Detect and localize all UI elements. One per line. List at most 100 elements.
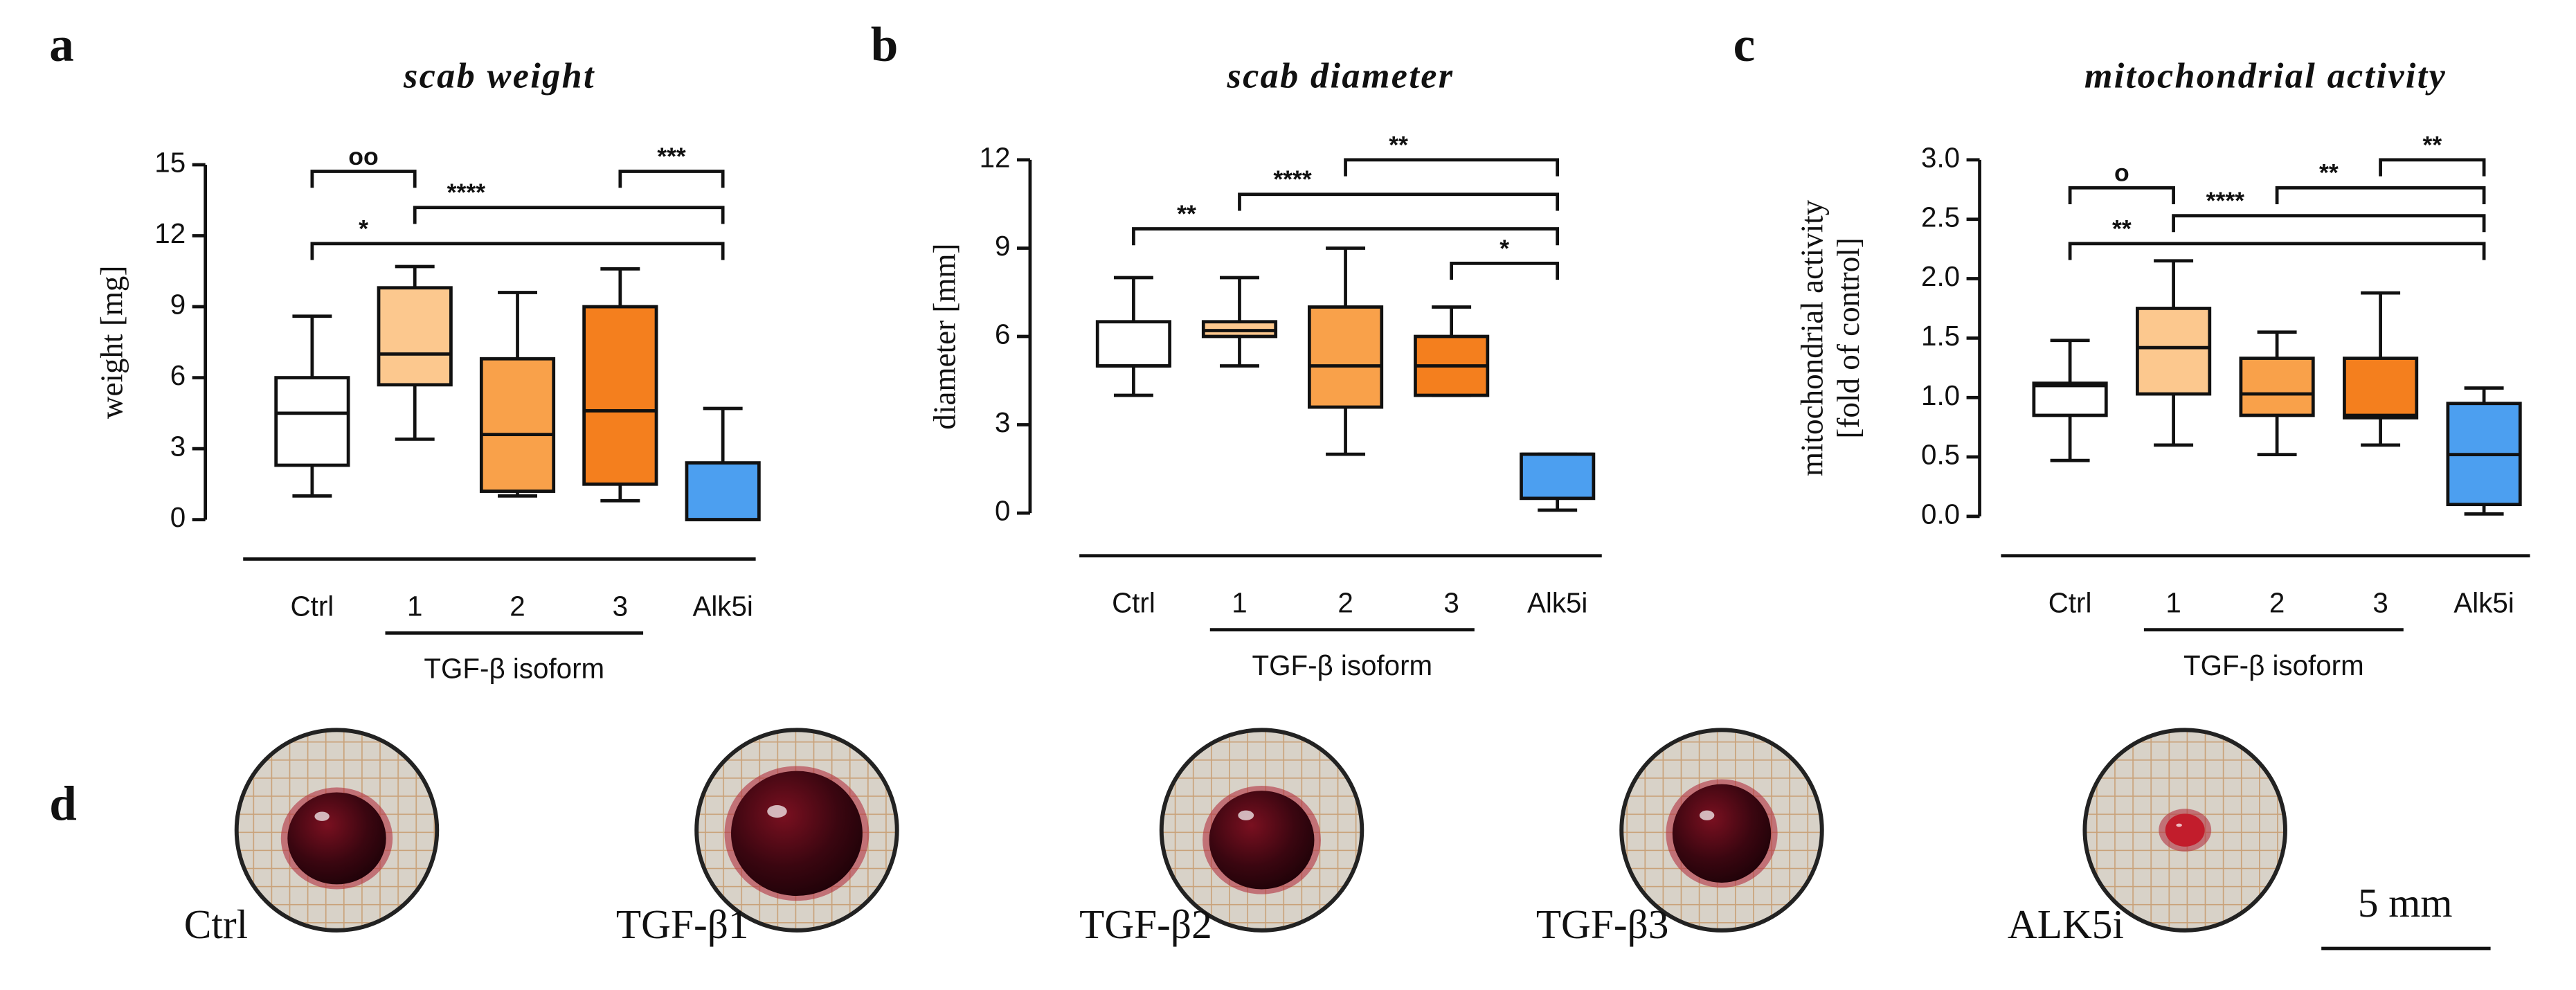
significance-bracket	[618, 170, 725, 188]
box	[2032, 381, 2108, 417]
scab-highlight	[1699, 810, 1715, 820]
scale-bar-label: 5 mm	[2358, 880, 2453, 926]
x-tick-label: Alk5i	[1527, 587, 1587, 619]
significance-bracket	[1450, 262, 1560, 280]
chart-title: mitochondrial activity	[2084, 56, 2447, 96]
x-tick-label: 3	[1443, 587, 1459, 619]
significance-bracket	[2275, 186, 2486, 204]
significance-label: ****	[1273, 165, 1312, 193]
box	[685, 461, 761, 521]
box	[2343, 357, 2419, 420]
significance-bracket	[2172, 214, 2486, 233]
significance-label: ***	[657, 143, 686, 170]
y-axis-label: [fold of control]	[1831, 237, 1866, 438]
significance-label: **	[1177, 200, 1196, 228]
y-axis-label: mitochondrial activity	[1795, 199, 1830, 476]
box	[2239, 357, 2315, 417]
x-tick-label: 2	[2269, 587, 2285, 619]
group-label: TGF-β isoform	[1252, 649, 1432, 681]
x-tick-label: Alk5i	[692, 590, 753, 622]
box	[274, 376, 350, 467]
box	[1307, 305, 1384, 409]
panel-label: d	[49, 777, 77, 831]
y-tick-label: 6	[170, 359, 186, 391]
scab	[1209, 791, 1315, 890]
significance-label: *	[1499, 235, 1509, 262]
box	[1095, 320, 1172, 368]
photo-label: ALK5i	[2008, 901, 2124, 947]
x-tick-label: 1	[2165, 587, 2181, 619]
group-label: TGF-β isoform	[2183, 649, 2364, 681]
panel-label: a	[49, 18, 74, 72]
significance-bracket	[1132, 227, 1560, 246]
significance-label: *	[359, 215, 368, 242]
x-tick-label: Alk5i	[2453, 587, 2514, 619]
significance-bracket	[2379, 158, 2486, 177]
x-tick-label: Ctrl	[291, 590, 334, 622]
y-tick-label: 9	[170, 289, 186, 321]
significance-label: **	[1389, 131, 1408, 159]
significance-label: oo	[348, 143, 378, 170]
group-label: TGF-β isoform	[424, 653, 604, 685]
photo-label: TGF-β2	[1079, 901, 1212, 947]
y-tick-label: 2.0	[1921, 260, 1960, 292]
x-tick-label: Ctrl	[2048, 587, 2092, 619]
y-tick-label: 12	[980, 142, 1011, 174]
significance-label: **	[2423, 131, 2442, 159]
y-tick-label: 1.5	[1921, 320, 1960, 352]
photo-label: Ctrl	[184, 901, 248, 947]
box	[582, 305, 658, 486]
y-tick-label: 2.5	[1921, 201, 1960, 233]
x-tick-label: 2	[510, 590, 525, 622]
box	[479, 357, 556, 493]
y-tick-label: 9	[995, 230, 1010, 262]
x-tick-label: 1	[1232, 587, 1247, 619]
scab	[287, 792, 386, 885]
chart-title: scab weight	[403, 56, 595, 96]
significance-bracket	[2068, 186, 2175, 204]
scab-highlight	[767, 805, 787, 818]
scab	[731, 771, 863, 897]
significance-bracket	[310, 242, 725, 260]
scab	[1672, 784, 1772, 883]
significance-bracket	[2068, 242, 2486, 260]
y-tick-label: 6	[995, 318, 1010, 350]
significance-label: **	[2319, 159, 2339, 187]
y-tick-label: 3	[170, 431, 186, 462]
x-tick-label: 1	[407, 590, 422, 622]
x-tick-label: Ctrl	[1112, 587, 1155, 619]
x-tick-label: 2	[1337, 587, 1353, 619]
x-tick-label: 3	[2372, 587, 2388, 619]
panel-label: c	[1733, 18, 1756, 72]
scab-highlight	[2176, 823, 2182, 827]
y-axis-label: weight [mg]	[94, 266, 129, 420]
significance-bracket	[310, 170, 417, 188]
x-tick-label: 3	[613, 590, 628, 622]
y-tick-label: 3	[995, 406, 1010, 438]
scab-highlight	[314, 811, 330, 821]
box	[377, 286, 453, 387]
y-tick-label: 0	[170, 501, 186, 533]
y-tick-label: 1.0	[1921, 379, 1960, 411]
photo-label: TGF-β1	[616, 901, 749, 947]
y-tick-label: 0.0	[1921, 498, 1960, 530]
y-tick-label: 0	[995, 495, 1010, 527]
y-tick-label: 15	[154, 147, 186, 179]
photo-label: TGF-β3	[1536, 901, 1669, 947]
box	[1520, 452, 1596, 501]
y-tick-label: 12	[154, 217, 186, 249]
y-axis-label: diameter [mm]	[928, 243, 962, 429]
y-tick-label: 3.0	[1921, 142, 1960, 174]
significance-label: ****	[447, 179, 486, 206]
significance-label: **	[2112, 215, 2132, 242]
significance-bracket	[413, 206, 725, 224]
significance-label: ****	[2206, 187, 2245, 215]
significance-bracket	[1344, 158, 1560, 177]
chart-title: scab diameter	[1226, 56, 1454, 96]
box	[2136, 307, 2212, 396]
y-tick-label: 0.5	[1921, 439, 1960, 471]
scab	[2165, 813, 2205, 847]
scab-highlight	[1238, 810, 1254, 820]
panel-label: b	[871, 18, 899, 72]
